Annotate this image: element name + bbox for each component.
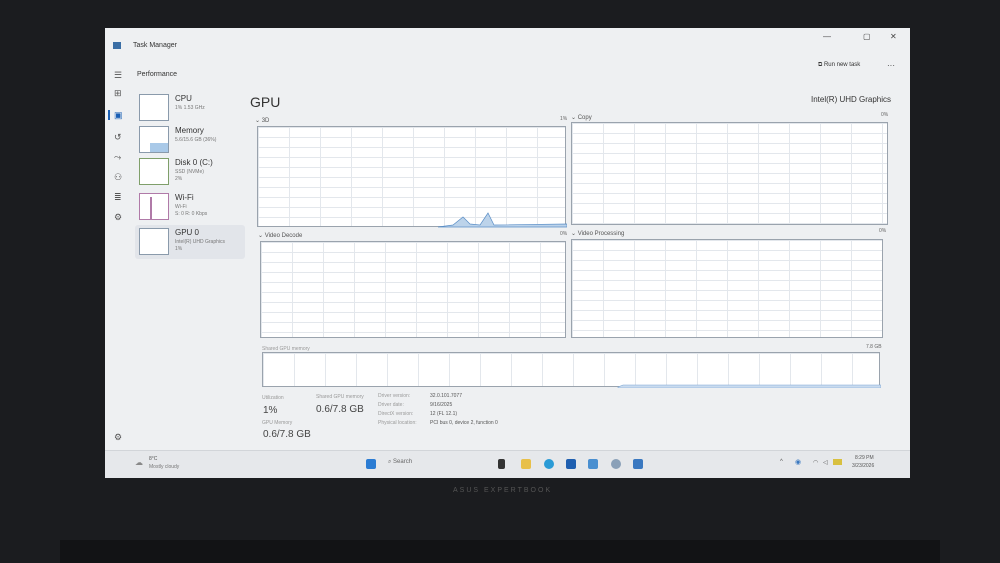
- app-icon[interactable]: [498, 459, 505, 469]
- sidebar-item-cpu[interactable]: CPU 1% 1.53 GHz: [135, 91, 245, 125]
- sidebar-item-gpu[interactable]: GPU 0 Intel(R) UHD Graphics 1%: [135, 225, 245, 259]
- detail-key: Driver date:: [378, 402, 404, 408]
- gpu-memory-label: GPU Memory: [262, 420, 293, 426]
- tray-chevron-icon[interactable]: ^: [780, 459, 783, 465]
- clock-date[interactable]: 3/23/2026: [852, 463, 875, 469]
- utilization-value: 1%: [263, 405, 278, 416]
- volume-icon[interactable]: ◁: [823, 460, 828, 466]
- search-box[interactable]: ⌕ Search: [388, 459, 413, 465]
- minimize-button[interactable]: —: [823, 32, 831, 41]
- page-title: GPU: [250, 94, 281, 110]
- gpu-device-name: Intel(R) UHD Graphics: [811, 95, 892, 104]
- memory-thumbnail: [139, 126, 169, 153]
- sidebar-item-memory[interactable]: Memory 5.6/15.6 GB (36%): [135, 123, 245, 157]
- graph-value-3d: 1%: [560, 116, 568, 122]
- graph-value-copy: 0%: [881, 112, 889, 118]
- item-sub: Wi-Fi: [175, 204, 187, 210]
- start-icon[interactable]: [366, 459, 376, 469]
- item-name: Disk 0 (C:): [175, 158, 213, 167]
- graph-value-video-processing: 0%: [879, 228, 887, 234]
- detail-key: Driver version:: [378, 393, 411, 399]
- app-icon[interactable]: [588, 459, 598, 469]
- shared-memory-max: 7.8 GB: [866, 344, 882, 350]
- menu-icon[interactable]: ☰: [114, 70, 123, 80]
- wifi-icon[interactable]: ◠: [813, 460, 819, 466]
- keyboard: [60, 540, 940, 563]
- file-explorer-icon[interactable]: [521, 459, 531, 469]
- wifi-thumbnail: [139, 193, 169, 220]
- item-name: Wi-Fi: [175, 193, 194, 202]
- title-bar: Task Manager — ▢ ✕: [105, 28, 910, 60]
- task-manager-taskbar-icon[interactable]: [633, 459, 643, 469]
- clock-time[interactable]: 8:29 PM: [855, 455, 874, 461]
- shared-stat-value: 0.6/7.8 GB: [316, 404, 364, 415]
- weather-desc[interactable]: Mostly cloudy: [149, 464, 180, 470]
- item-sub: 2%: [175, 176, 183, 182]
- item-sub: 1%: [175, 246, 183, 252]
- item-sub: 1% 1.53 GHz: [175, 105, 205, 111]
- search-placeholder: Search: [393, 459, 413, 465]
- graph-label-copy[interactable]: ⌄ Copy: [571, 115, 592, 121]
- settings-icon[interactable]: ⚙: [114, 432, 123, 442]
- store-icon[interactable]: [566, 459, 576, 469]
- app-history-icon[interactable]: ↺: [114, 132, 122, 142]
- run-new-task-label: Run new task: [823, 62, 861, 68]
- selected-indicator: [108, 110, 110, 120]
- graph-value-video-decode: 0%: [560, 231, 568, 237]
- graph-label-video-decode[interactable]: ⌄ Video Decode: [258, 233, 303, 239]
- item-sub: 5.6/15.6 GB (36%): [175, 137, 217, 143]
- sidebar-item-wifi[interactable]: Wi-Fi Wi-Fi S: 0 R: 0 Kbps: [135, 190, 245, 224]
- processes-icon[interactable]: ⊞: [114, 88, 122, 98]
- item-sub: S: 0 R: 0 Kbps: [175, 211, 208, 217]
- sidebar-item-disk[interactable]: Disk 0 (C:) SSD (NVMe) 2%: [135, 155, 245, 189]
- services-icon[interactable]: ⚙: [114, 212, 123, 222]
- maximize-button[interactable]: ▢: [863, 32, 871, 41]
- tray-app-icon[interactable]: ◉: [795, 459, 802, 466]
- detail-value: PCI bus 0, device 2, function 0: [430, 420, 498, 426]
- graph-label-video-processing[interactable]: ⌄ Video Processing: [571, 231, 625, 237]
- more-options-button[interactable]: ···: [887, 61, 895, 70]
- run-new-task-button[interactable]: ⧉ Run new task: [818, 62, 861, 68]
- graph-label-3d[interactable]: ⌄ 3D: [255, 118, 270, 124]
- graph-copy: [571, 122, 888, 225]
- gpu-thumbnail: [139, 228, 169, 255]
- disk-thumbnail: [139, 158, 169, 185]
- settings-app-icon[interactable]: [611, 459, 621, 469]
- shared-memory-label: Shared GPU memory: [262, 346, 310, 352]
- gpu-memory-value: 0.6/7.8 GB: [263, 429, 311, 440]
- nav-rail: ⊞ ▣ ↺ ⤳ ⚇ ≣ ⚙ ⚙: [105, 60, 133, 450]
- utilization-label: Utilization: [262, 395, 284, 401]
- users-icon[interactable]: ⚇: [114, 172, 123, 182]
- section-title: Performance: [137, 71, 178, 78]
- detail-key: Physical location:: [378, 420, 417, 426]
- weather-icon[interactable]: ☁: [135, 458, 143, 467]
- detail-value: 12 (FL 12.1): [430, 411, 458, 417]
- detail-value: 32.0.101.7077: [430, 393, 462, 399]
- item-sub: SSD (NVMe): [175, 169, 204, 175]
- task-manager-icon: [113, 42, 121, 49]
- detail-key: DirectX version:: [378, 411, 414, 417]
- window-title: Task Manager: [133, 42, 177, 49]
- close-button[interactable]: ✕: [890, 32, 897, 41]
- item-name: Memory: [175, 126, 204, 135]
- battery-icon[interactable]: [833, 459, 842, 465]
- weather-temp[interactable]: 8°C: [149, 456, 158, 462]
- graph-shared-memory: [262, 352, 881, 388]
- item-sub: Intel(R) UHD Graphics: [175, 239, 226, 245]
- graph-video-decode: [260, 241, 566, 338]
- graph-3d: [257, 126, 567, 228]
- graph-video-processing: [571, 239, 883, 338]
- cpu-thumbnail: [139, 94, 169, 121]
- edge-icon[interactable]: [544, 459, 554, 469]
- shared-stat-label: Shared GPU memory: [316, 394, 364, 400]
- item-name: GPU 0: [175, 228, 200, 237]
- details-icon[interactable]: ≣: [114, 192, 122, 202]
- detail-value: 9/16/2025: [430, 402, 453, 408]
- bezel-brand: ASUS EXPERTBOOK: [453, 487, 553, 494]
- startup-apps-icon[interactable]: ⤳: [114, 152, 122, 162]
- performance-icon[interactable]: ▣: [114, 110, 123, 120]
- screen: Task Manager — ▢ ✕ ☰ Performance ⧉ Run n…: [105, 28, 910, 478]
- taskbar: ☁ 8°C Mostly cloudy ⌕ Search ^ ◉ ◠ ◁ 8:2…: [105, 450, 910, 478]
- item-name: CPU: [175, 94, 192, 103]
